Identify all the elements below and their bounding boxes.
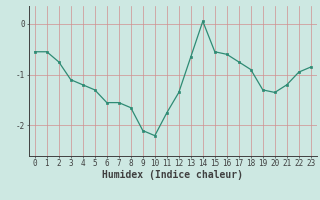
- X-axis label: Humidex (Indice chaleur): Humidex (Indice chaleur): [102, 170, 243, 180]
